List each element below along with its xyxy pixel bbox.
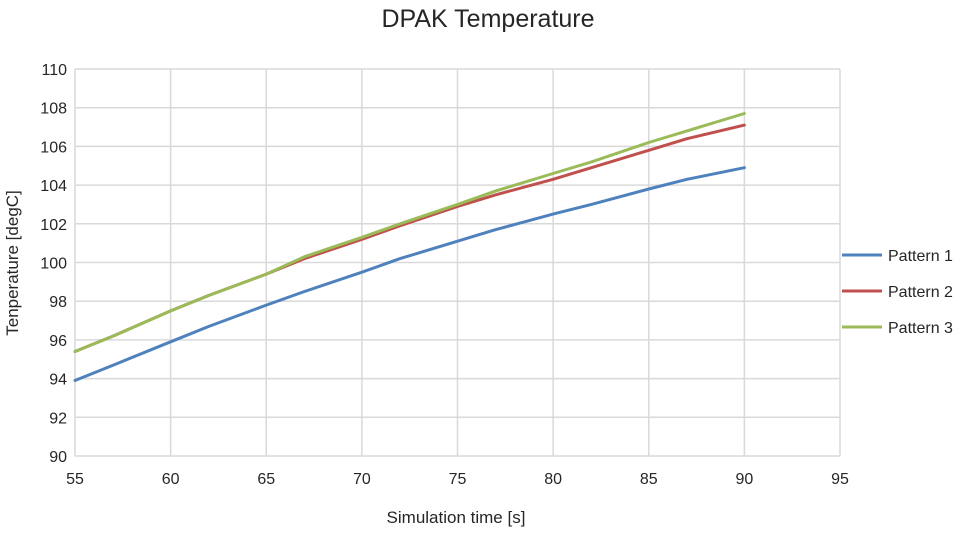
x-tick-label: 95 [831, 471, 849, 488]
legend: Pattern 1 Pattern 2 Pattern 3 [842, 248, 953, 337]
y-axis-title: Tenperature [degC] [3, 190, 22, 336]
y-tick-label: 92 [49, 410, 67, 427]
x-tick-label: 75 [449, 471, 467, 488]
y-tick-label: 104 [40, 178, 67, 195]
x-tick-label: 85 [640, 471, 658, 488]
y-tick-label: 98 [49, 294, 67, 311]
x-tick-label: 60 [162, 471, 180, 488]
chart-title: DPAK Temperature [381, 5, 594, 33]
y-tick-label: 100 [40, 256, 67, 273]
series-line-pattern-1 [73, 166, 746, 382]
x-tick-label: 65 [257, 471, 275, 488]
x-tick-label: 80 [544, 471, 562, 488]
x-tick-label: 55 [66, 471, 84, 488]
series-line-pattern-3 [73, 112, 746, 353]
y-tick-label: 110 [41, 62, 67, 79]
legend-label-pattern-1: Pattern 1 [888, 248, 953, 265]
series-line-pattern-2 [73, 123, 746, 353]
tick-labels: 90 92 94 96 98 100 102 104 106 108 110 55 60 65 70 75 80… [40, 62, 849, 488]
y-tick-label: 94 [49, 372, 67, 389]
x-tick-label: 70 [353, 471, 371, 488]
y-tick-label: 108 [40, 101, 67, 118]
y-tick-label: 106 [40, 139, 67, 156]
grid [74, 68, 841, 457]
legend-label-pattern-3: Pattern 3 [888, 320, 953, 337]
x-tick-label: 90 [735, 471, 753, 488]
y-tick-label: 102 [40, 217, 67, 234]
x-axis-title: Simulation time [s] [387, 508, 526, 527]
legend-label-pattern-2: Pattern 2 [888, 284, 953, 301]
y-tick-label: 90 [49, 449, 67, 466]
series-lines [73, 112, 746, 382]
y-tick-label: 96 [49, 333, 67, 350]
